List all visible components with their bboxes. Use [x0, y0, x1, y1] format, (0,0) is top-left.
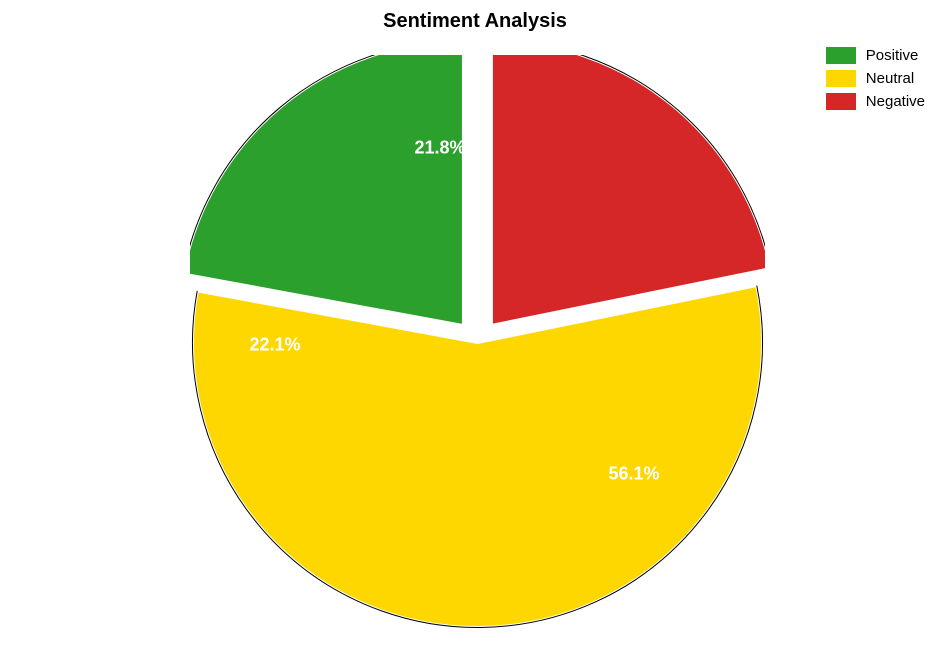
chart-title: Sentiment Analysis [0, 10, 950, 33]
legend-label: Positive [866, 47, 919, 64]
legend-swatch [826, 93, 856, 110]
legend-item-negative: Negative [826, 93, 925, 110]
slice-label-neutral: 56.1% [608, 464, 659, 485]
legend-item-neutral: Neutral [826, 70, 925, 87]
legend-swatch [826, 47, 856, 64]
slice-label-negative: 21.8% [414, 138, 465, 159]
legend-label: Negative [866, 93, 925, 110]
legend-swatch [826, 70, 856, 87]
pie-slice-negative [491, 55, 765, 325]
legend-label: Neutral [866, 70, 914, 87]
legend-item-positive: Positive [826, 47, 925, 64]
slice-label-positive: 22.1% [249, 335, 300, 356]
pie-slice-positive [190, 55, 463, 326]
legend: Positive Neutral Negative [826, 47, 925, 110]
